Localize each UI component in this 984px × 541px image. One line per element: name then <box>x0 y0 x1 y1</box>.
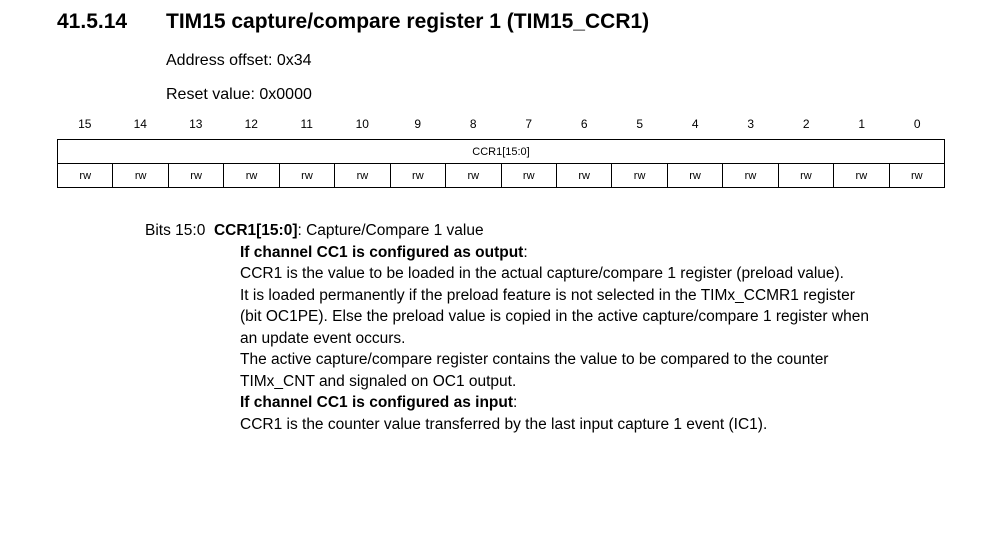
bit-number: 9 <box>414 117 422 131</box>
access-cell: rw <box>777 163 835 188</box>
access-cell: rw <box>666 163 724 188</box>
field-summary: : Capture/Compare 1 value <box>297 222 484 239</box>
bit-number: 4 <box>691 117 699 131</box>
bit-number: 10 <box>355 117 369 131</box>
description-line: The active capture/compare register cont… <box>240 351 829 368</box>
description-line: (bit OC1PE). Else the preload value is c… <box>240 308 869 325</box>
field-name: CCR1[15:0] <box>213 222 298 239</box>
access-cell: rw <box>500 163 557 188</box>
access-cell: rw <box>833 163 890 188</box>
access-cell: rw <box>56 163 114 188</box>
description-line: CCR1 is the value to be loaded in the ac… <box>240 265 844 282</box>
description-line: TIMx_CNT and signaled on OC1 output. <box>240 372 517 390</box>
access-cell: rw <box>278 163 336 188</box>
bit-number: 1 <box>858 117 866 131</box>
bit-number: 8 <box>469 117 477 131</box>
access-cell: rw <box>389 163 447 188</box>
description-line: an update event occurs. <box>240 329 406 347</box>
bit-number: 15 <box>78 117 92 131</box>
section-title: TIM15 capture/compare register 1 (TIM15_… <box>166 10 650 33</box>
bit-number: 6 <box>580 117 588 131</box>
access-cell: rw <box>167 163 225 188</box>
reset-value: Reset value: 0x0000 <box>166 86 312 103</box>
bit-number: 3 <box>747 117 755 131</box>
description-line: It is loaded permanently if the preload … <box>240 286 855 304</box>
section-number: 41.5.14 <box>57 10 128 33</box>
bit-number: 5 <box>636 117 644 131</box>
register-table: CCR1[15:0] rw rw rw rw rw rw rw rw rw rw rw rw rw rw r… <box>56 139 946 188</box>
access-cell: rw <box>334 163 391 188</box>
bit-number: 14 <box>133 117 147 131</box>
bit-number: 7 <box>525 117 533 131</box>
access-cell: rw <box>223 163 280 188</box>
bit-number: 11 <box>300 117 313 131</box>
field-cell: CCR1[15:0] <box>57 139 945 164</box>
access-cell: rw <box>611 163 668 188</box>
bit-description: Bits 15:0 CCR1[15:0]: Capture/Compare 1 … <box>145 220 869 435</box>
access-cell: rw <box>555 163 613 188</box>
output-heading: If channel CC1 is configured as output <box>240 243 524 261</box>
access-cell: rw <box>722 163 779 188</box>
colon: : <box>513 394 518 411</box>
description-line: CCR1 is the counter value transferred by… <box>240 415 768 433</box>
access-row: rw rw rw rw rw rw rw rw rw rw rw rw rw rw rw rw <box>56 163 946 188</box>
bit-number: 2 <box>802 117 810 131</box>
input-lines: CCR1 is the counter value transferred by… <box>145 414 869 436</box>
input-heading: If channel CC1 is configured as input <box>240 394 514 411</box>
bit-numbers: 15 14 13 12 11 10 9 8 7 6 5 4 3 2 1 0 <box>57 117 945 131</box>
access-cell: rw <box>888 163 946 188</box>
address-offset: Address offset: 0x34 <box>166 52 312 69</box>
output-lines: CCR1 is the value to be loaded in the ac… <box>145 263 869 392</box>
colon: : <box>523 243 528 261</box>
bit-number: 0 <box>913 117 921 131</box>
bit-number: 12 <box>244 117 258 131</box>
access-cell: rw <box>445 163 502 188</box>
access-cell: rw <box>112 163 169 188</box>
bit-number: 13 <box>189 117 203 131</box>
bits-label: Bits 15:0 <box>145 222 206 239</box>
